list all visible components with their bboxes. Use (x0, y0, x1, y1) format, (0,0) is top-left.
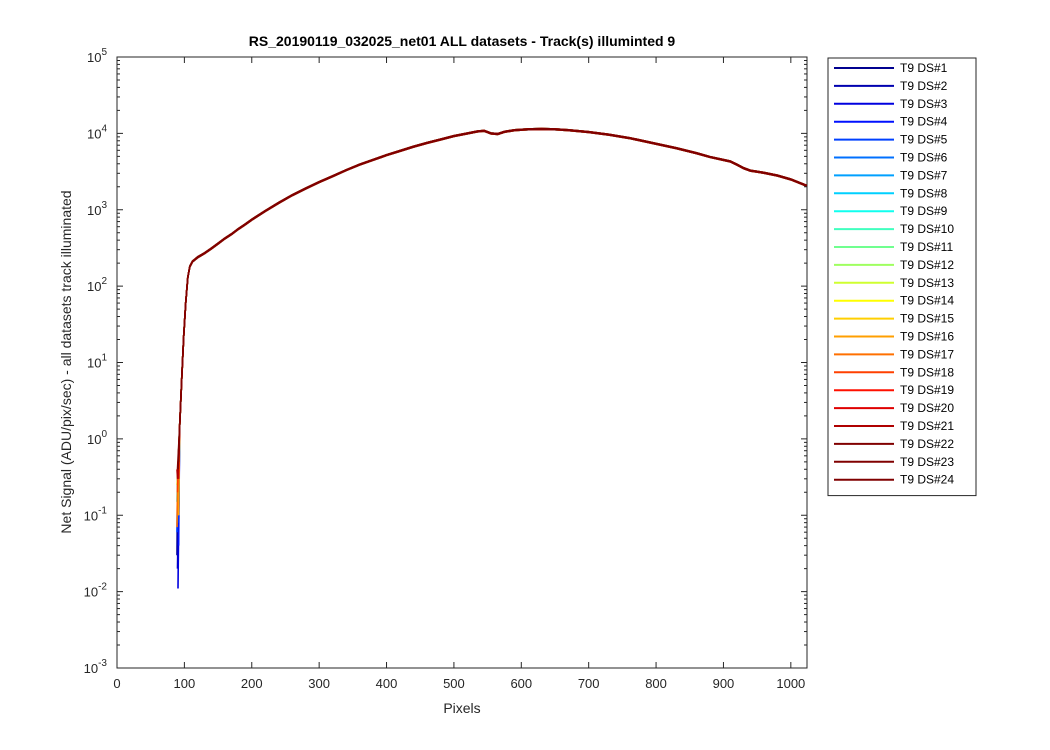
legend-entry: T9 DS#19 (900, 383, 954, 397)
chart-title: RS_20190119_032025_net01 ALL datasets - … (249, 33, 676, 49)
y-tick-label: 100 (87, 429, 107, 447)
legend-entry: T9 DS#2 (900, 79, 948, 93)
legend-entry: T9 DS#7 (900, 168, 948, 182)
legend-entry: T9 DS#21 (900, 419, 954, 433)
y-axis-label: Net Signal (ADU/pix/sec) - all datasets … (58, 190, 74, 533)
legend-entry: T9 DS#5 (900, 133, 948, 147)
series-line (177, 127, 807, 462)
x-axis-label: Pixels (443, 700, 480, 716)
y-tick-label: 10-1 (84, 505, 108, 523)
plot-area-box (116, 56, 808, 669)
legend-entry: T9 DS#22 (900, 437, 954, 451)
legend-entry: T9 DS#6 (900, 151, 948, 165)
legend-entry: T9 DS#23 (900, 455, 954, 469)
legend-entry: T9 DS#12 (900, 258, 954, 272)
x-tick-label: 700 (578, 676, 600, 691)
y-tick-label: 10-2 (84, 582, 108, 600)
legend-entry: T9 DS#17 (900, 347, 954, 361)
y-tick-label: 101 (87, 353, 107, 371)
x-tick-label: 900 (713, 676, 735, 691)
x-tick-label: 500 (443, 676, 465, 691)
x-tick-label: 100 (174, 676, 196, 691)
ticks: 0 100 200 300 400 500 600 700 800 900 1000 10-3 10-2… (84, 47, 807, 691)
legend-entry: T9 DS#24 (900, 473, 954, 487)
axes (116, 56, 808, 669)
x-tick-label: 800 (645, 676, 667, 691)
series-lines (176, 127, 807, 589)
legend-entry: T9 DS#20 (900, 401, 954, 415)
legend-entry: T9 DS#10 (900, 222, 954, 236)
x-tick-label: 400 (376, 676, 398, 691)
legend-entry: T9 DS#15 (900, 312, 954, 326)
x-tick-label: 200 (241, 676, 263, 691)
x-tick-label: 600 (510, 676, 532, 691)
x-tick-label: 300 (308, 676, 330, 691)
legend-entry: T9 DS#18 (900, 365, 954, 379)
legend-entry: T9 DS#16 (900, 330, 954, 344)
y-tick-label: 102 (87, 276, 107, 294)
legend: T9 DS#1 T9 DS#2 T9 DS#3 T9 DS#4 T9 DS#5 T9 DS… (827, 57, 977, 497)
legend-entry: T9 DS#13 (900, 276, 954, 290)
y-tick-label: 105 (87, 47, 107, 65)
legend-entry: T9 DS#9 (900, 204, 948, 218)
legend-entry: T9 DS#4 (900, 115, 948, 129)
legend-entry: T9 DS#11 (900, 240, 953, 254)
legend-entry: T9 DS#3 (900, 97, 948, 111)
legend-entry: T9 DS#8 (900, 186, 948, 200)
y-tick-label: 103 (87, 200, 107, 218)
legend-box (827, 57, 977, 497)
legend-entry: T9 DS#1 (900, 61, 948, 75)
x-tick-label: 0 (113, 676, 120, 691)
x-tick-label: 1000 (776, 676, 805, 691)
y-tick-label: 104 (87, 123, 107, 141)
legend-entry: T9 DS#14 (900, 294, 954, 308)
y-tick-label: 10-3 (84, 658, 108, 676)
